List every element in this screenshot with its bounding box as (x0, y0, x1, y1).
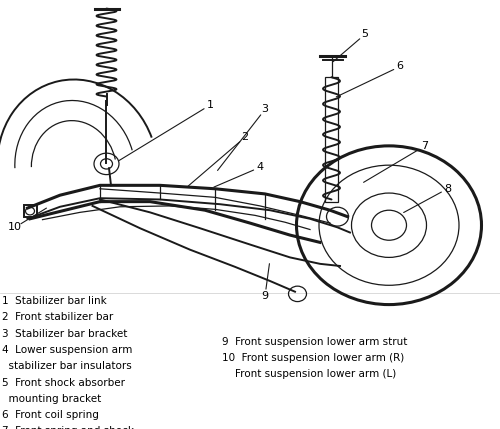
Text: 10: 10 (8, 222, 22, 233)
Text: 5: 5 (362, 29, 368, 39)
Text: stabilizer bar insulators: stabilizer bar insulators (2, 361, 132, 371)
Text: 9  Front suspension lower arm strut: 9 Front suspension lower arm strut (222, 337, 408, 347)
Text: 6: 6 (396, 61, 404, 72)
Text: Front suspension lower arm (L): Front suspension lower arm (L) (222, 369, 397, 379)
Text: 7  Front spring and shock: 7 Front spring and shock (2, 426, 134, 429)
Text: 5  Front shock absorber: 5 Front shock absorber (2, 378, 126, 387)
Text: 10  Front suspension lower arm (R): 10 Front suspension lower arm (R) (222, 353, 405, 363)
Text: 9: 9 (262, 291, 268, 301)
Text: 8: 8 (444, 184, 451, 194)
Text: 2: 2 (242, 132, 248, 142)
Text: 3: 3 (262, 104, 268, 115)
Text: 4  Lower suspension arm: 4 Lower suspension arm (2, 345, 133, 355)
Text: 2  Front stabilizer bar: 2 Front stabilizer bar (2, 312, 114, 322)
Text: mounting bracket: mounting bracket (2, 394, 102, 404)
Text: 3  Stabilizer bar bracket: 3 Stabilizer bar bracket (2, 329, 128, 338)
Text: 1: 1 (206, 100, 214, 110)
Text: 7: 7 (422, 141, 428, 151)
Text: 4: 4 (256, 162, 264, 172)
Text: 6  Front coil spring: 6 Front coil spring (2, 410, 100, 420)
Text: 1  Stabilizer bar link: 1 Stabilizer bar link (2, 296, 107, 306)
